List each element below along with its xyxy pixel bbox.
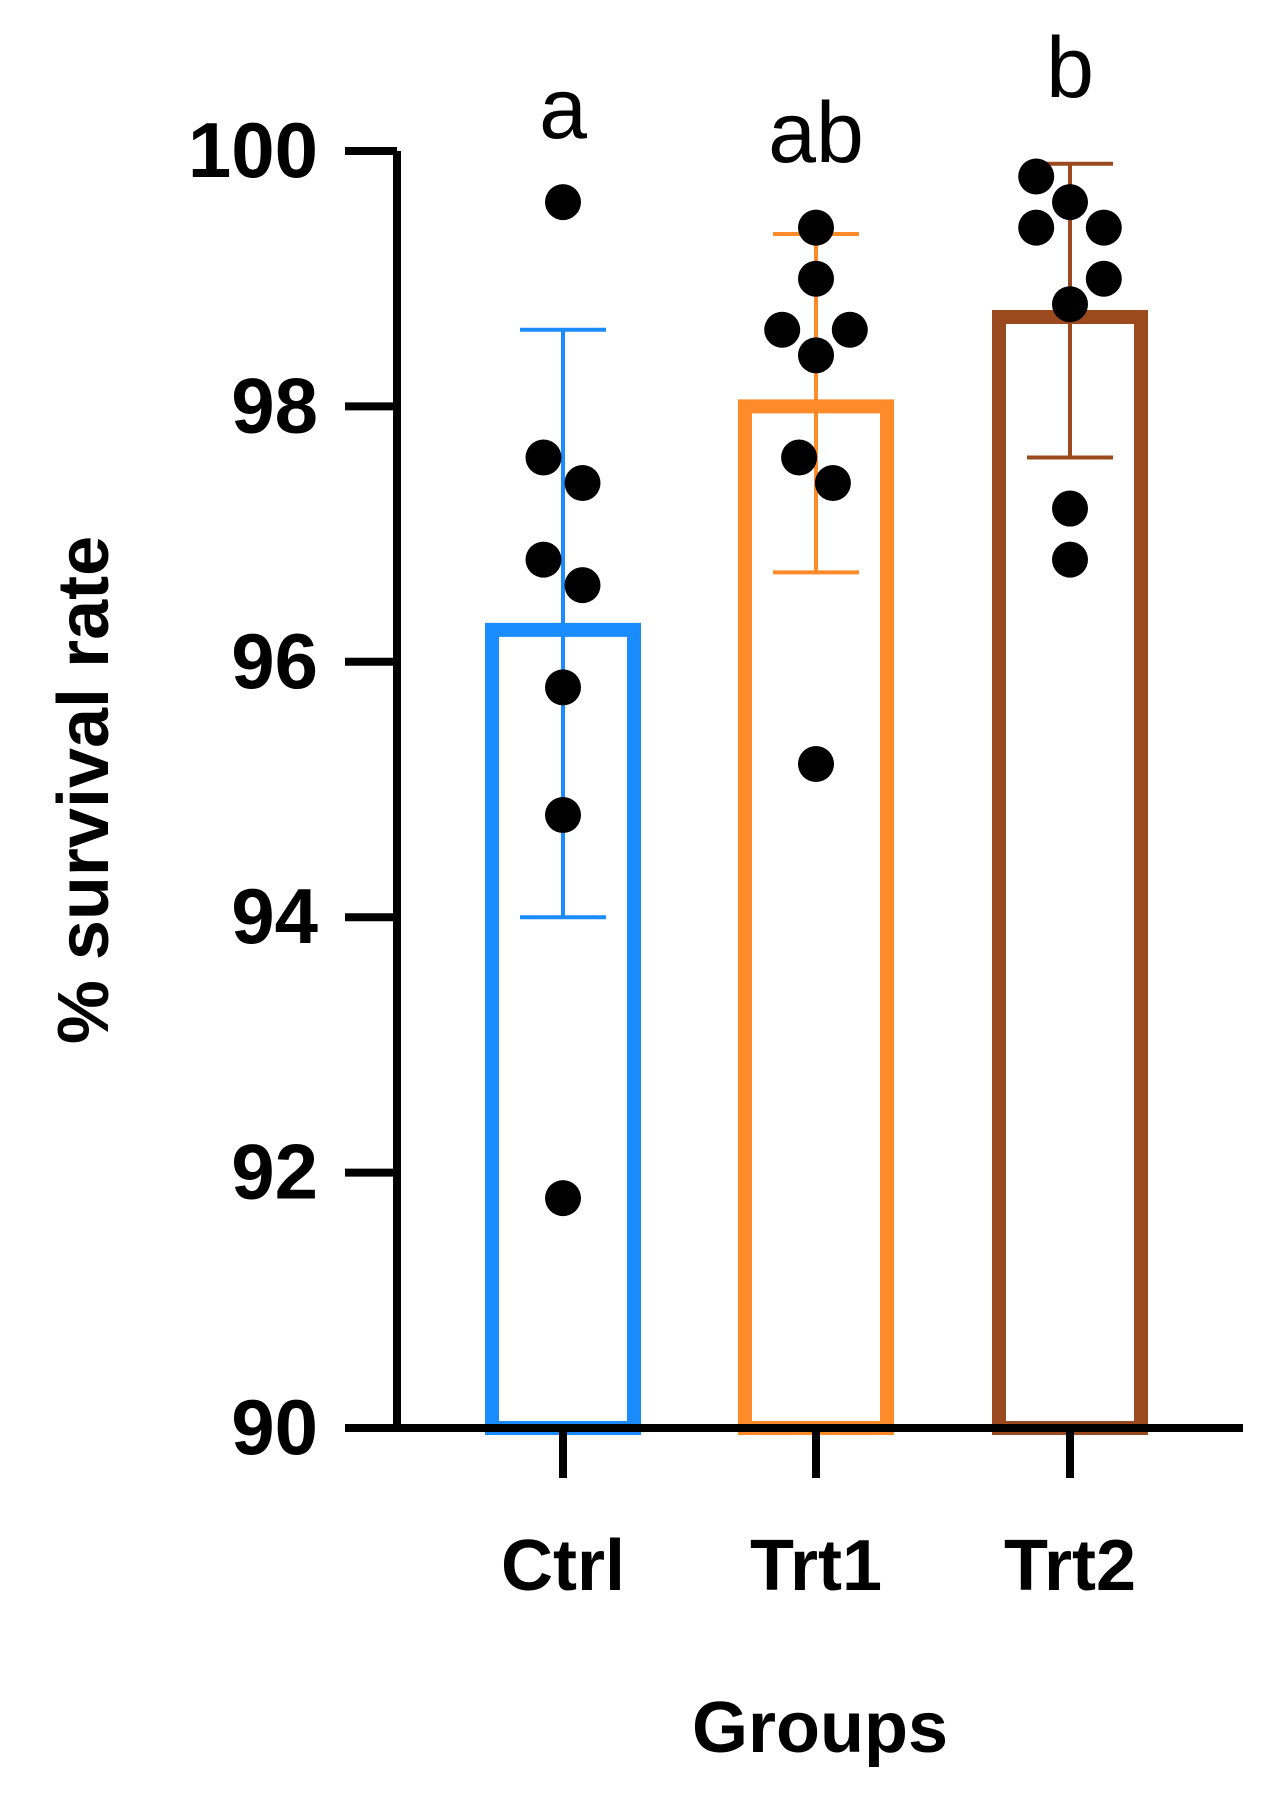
y-tick-label-94: 94: [231, 872, 318, 960]
data-point-trt1-5: [798, 337, 834, 374]
data-point-trt2-2: [1052, 184, 1088, 221]
data-point-trt2-1: [1018, 158, 1055, 195]
significance-label-ctrl: a: [539, 61, 587, 157]
data-point-ctrl-7: [545, 797, 581, 834]
data-point-ctrl-6: [545, 669, 581, 706]
x-ticks-layer: Ctrl Trt1 Trt2: [501, 1428, 1136, 1606]
y-tick-label-98: 98: [231, 361, 318, 449]
data-point-trt2-7: [1052, 490, 1088, 527]
y-axis-label: % survival rate: [44, 536, 124, 1044]
data-points-layer: [525, 158, 1122, 1217]
y-tick-label-100: 100: [188, 106, 318, 194]
y-tick-label-90: 90: [231, 1383, 318, 1471]
data-point-trt2-4: [1085, 209, 1122, 246]
x-tick-label-trt1: Trt1: [750, 1526, 882, 1606]
data-point-trt2-3: [1018, 209, 1055, 246]
data-point-ctrl-2: [525, 439, 562, 476]
data-point-ctrl-3: [564, 465, 601, 502]
y-tick-label-96: 96: [231, 617, 318, 705]
x-tick-label-ctrl: Ctrl: [501, 1526, 625, 1606]
data-point-trt1-8: [798, 745, 834, 782]
y-tick-label-92: 92: [231, 1128, 318, 1216]
data-point-trt1-6: [781, 439, 818, 476]
data-point-trt1-2: [798, 260, 834, 297]
x-tick-label-trt2: Trt2: [1004, 1526, 1136, 1606]
data-point-ctrl-4: [525, 541, 562, 578]
data-point-trt1-1: [798, 209, 834, 246]
data-point-trt1-7: [814, 465, 851, 502]
significance-label-trt1: ab: [768, 85, 864, 181]
significance-label-trt2: b: [1046, 20, 1094, 116]
significance-labels-layer: a ab b: [539, 20, 1094, 181]
data-point-ctrl-8: [545, 1180, 581, 1217]
data-point-trt1-3: [764, 311, 801, 348]
data-point-trt2-5: [1085, 260, 1122, 297]
data-point-ctrl-5: [564, 567, 601, 604]
data-point-ctrl-1: [545, 184, 581, 221]
x-axis-label: Groups: [692, 1688, 948, 1768]
y-ticks-layer: 90 92 94 96 98 100: [188, 106, 397, 1471]
data-point-trt1-4: [831, 311, 868, 348]
bar-trt2: [992, 310, 1148, 1435]
data-point-trt2-8: [1052, 541, 1088, 578]
data-point-trt2-6: [1052, 286, 1088, 323]
